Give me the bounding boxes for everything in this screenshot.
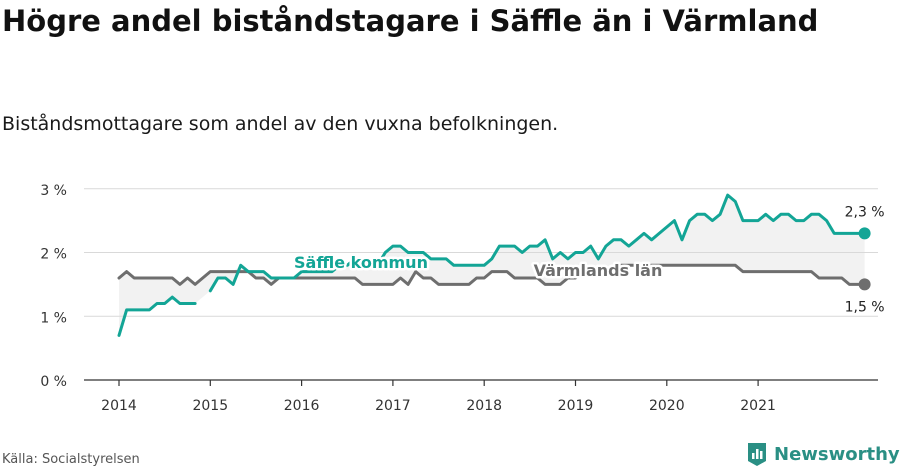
gridlines [84, 188, 878, 317]
x-tick-label: 2016 [284, 398, 320, 414]
x-tick-label: 2014 [101, 398, 137, 414]
series-labels: 2,3 % 1,5 % Säffle kommun Värmlands län [292, 204, 885, 315]
x-tick-label: 2015 [192, 398, 228, 414]
y-tick-label: 1 % [40, 310, 67, 326]
end-value-label-varmland: 1,5 % [845, 299, 885, 315]
x-tick-label: 2019 [558, 398, 594, 414]
range-band [119, 195, 865, 336]
brand-logo[interactable]: Newsworthy [746, 441, 900, 467]
series-name-saffle: Säffle kommun [294, 253, 428, 272]
end-value-label-saffle: 2,3 % [845, 204, 885, 220]
x-tick-label: 2017 [375, 398, 411, 414]
chart-title: Högre andel biståndstagare i Säffle än i… [2, 4, 819, 38]
range-band-layer [119, 195, 865, 336]
x-tick-label: 2018 [466, 398, 502, 414]
series-name-varmland: Värmlands län [534, 261, 663, 280]
series-end-point [858, 278, 871, 291]
chart-subtitle: Biståndsmottagare som andel av den vuxna… [2, 113, 559, 135]
source-note: Källa: Socialstyrelsen [2, 452, 140, 467]
series-line-varmland [117, 263, 867, 286]
x-tick-label: 2020 [649, 398, 685, 414]
y-tick-label: 3 % [40, 183, 67, 199]
series-lines [117, 193, 871, 337]
series-end-point [858, 227, 871, 240]
y-tick-label: 2 % [40, 247, 67, 263]
axes: 0 % 1 % 2 % 3 % 2014 2015 2016 2017 2018 2019 2020… [40, 183, 878, 414]
x-tick-label: 2021 [740, 398, 776, 414]
series-line-saffle [117, 193, 867, 337]
y-tick-label: 0 % [40, 374, 67, 390]
brand-name: Newsworthy [774, 443, 900, 465]
newsworthy-icon [748, 443, 766, 466]
